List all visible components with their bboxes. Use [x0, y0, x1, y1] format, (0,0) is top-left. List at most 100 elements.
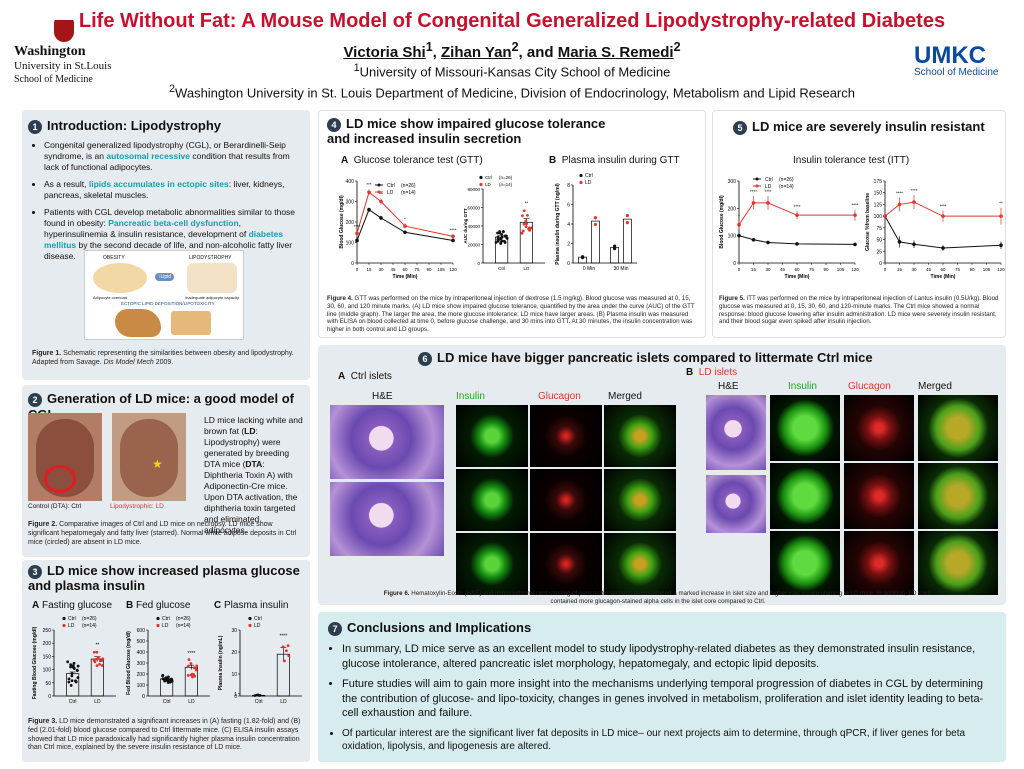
data-point [70, 679, 74, 683]
y-tick-label: 8 [567, 183, 570, 189]
x-tick-label: 90 [823, 267, 829, 272]
legend-marker [579, 173, 583, 178]
data-point [281, 645, 285, 649]
legend-marker [62, 623, 66, 628]
micrograph-insulin [456, 533, 528, 595]
data-point [525, 222, 528, 226]
y-tick-label: 100 [346, 241, 355, 247]
chart-gtt: 0 100 200 300 400 Blood Glucose (mg/dl) 0 15 30 4… [339, 179, 457, 280]
photo-label: Control (DTA): Ctrl [28, 503, 82, 510]
tissue-image [171, 311, 211, 335]
aff-num: 2 [169, 83, 176, 95]
data-point [194, 668, 198, 672]
data-point [524, 219, 528, 223]
significance-label: ** [379, 191, 383, 196]
data-point [593, 222, 597, 227]
data-point [593, 216, 597, 220]
data-point [161, 674, 164, 678]
data-point [255, 693, 259, 697]
chart-subtitle: Insulin tolerance test (ITT) [793, 155, 910, 166]
x-axis-label: Time (Min) [785, 274, 810, 280]
star-icon: ★ [152, 457, 163, 471]
data-point [751, 201, 756, 205]
significance-label: **** [449, 227, 456, 232]
section-number: 7 [328, 621, 342, 636]
data-point [520, 231, 524, 235]
legend-n: (n=14) [779, 184, 794, 190]
data-point [186, 664, 190, 668]
aff-text: Washington University in St. Louis Depar… [175, 85, 855, 101]
affiliation-2: 2Washington University in St. Louis Depa… [0, 83, 1024, 100]
data-point [613, 247, 617, 251]
data-point [500, 239, 504, 243]
y-tick-label: 100 [137, 683, 146, 689]
figure-caption: Figure 5. ITT was performed on the mice … [719, 295, 999, 326]
micrograph-merged [604, 469, 676, 531]
conclusion-bullets: In summary, LD mice serve as an excellen… [332, 642, 996, 753]
y-tick-label: 150 [43, 654, 52, 660]
legend-n: (n=26) [401, 183, 416, 189]
section-itt: 5 LD mice are severely insulin resistant … [712, 110, 1006, 338]
y-axis-label: Blood Glucose (mg/dl) [339, 195, 345, 249]
data-point [164, 676, 168, 680]
figure-caption: Figure 6. Hematoxylin-Eosin (H&E) and im… [383, 590, 933, 605]
significance-label: ** [999, 201, 1003, 206]
data-point [97, 656, 100, 659]
significance-label: ** [525, 201, 529, 206]
column-header: Merged [608, 391, 642, 402]
schematic-label: ECTOPIC LIPID DEPOSITION/LIPOTOXICITY [121, 301, 215, 306]
data-point [161, 677, 165, 681]
data-point [355, 231, 359, 236]
data-point [897, 202, 902, 207]
logo-line: Washington [14, 44, 86, 59]
data-point [496, 237, 500, 241]
y-tick-label: 100 [43, 668, 52, 674]
data-point [193, 674, 197, 678]
section-gtt: 4 LD mice show impaired glucose tolerance… [318, 110, 706, 338]
bar-ld [623, 218, 632, 264]
legend-n: (n=26) [499, 175, 513, 180]
micrograph-glucagon [844, 531, 914, 595]
data-point [284, 649, 288, 653]
column-header: Glucagon [848, 381, 891, 392]
data-point [625, 221, 629, 225]
x-tick-label: Ctrl [69, 699, 77, 705]
fat-circle-marker [44, 465, 76, 493]
data-point [501, 230, 505, 234]
schematic-label: ↑Lipid [155, 273, 175, 281]
y-axis-label: AUC during GTT [463, 208, 468, 243]
data-point [69, 663, 73, 667]
data-point [98, 659, 102, 663]
mouse-body [120, 419, 178, 497]
x-axis-label: Time (Min) [931, 274, 956, 280]
author-aff: 2 [673, 40, 681, 54]
legend-marker [156, 623, 160, 628]
significance-label: **** [896, 190, 903, 195]
author-name: Victoria Shi [343, 44, 426, 61]
data-point [71, 664, 75, 668]
x-tick-label: 75 [809, 267, 815, 272]
micrograph-glucagon [844, 395, 914, 461]
x-tick-label: 0 Min [583, 266, 595, 272]
significance-label: **** [793, 204, 800, 209]
data-point [70, 674, 74, 678]
section-number: 3 [28, 564, 42, 579]
adipocyte-image [187, 263, 237, 293]
x-tick-label: 120 [449, 267, 457, 272]
y-tick-label: 40000 [467, 224, 480, 229]
legend-n: (n=14) [499, 182, 513, 187]
legend-n: (n=14) [82, 623, 97, 629]
x-tick-label: 105 [437, 267, 445, 272]
list-item: Future studies will aim to gain more ins… [342, 677, 996, 721]
x-tick-label: 120 [851, 267, 859, 272]
data-point [897, 240, 902, 244]
ctrl-mouse-photo [28, 413, 102, 501]
data-point [283, 659, 286, 663]
micrograph-insulin [456, 405, 528, 467]
data-point [168, 679, 171, 683]
section-number: 5 [733, 120, 747, 135]
legend-label: LD [68, 623, 75, 629]
x-tick-label: 45 [926, 267, 932, 272]
data-point [163, 679, 167, 683]
ld-mouse-photo: ★ [112, 413, 186, 501]
